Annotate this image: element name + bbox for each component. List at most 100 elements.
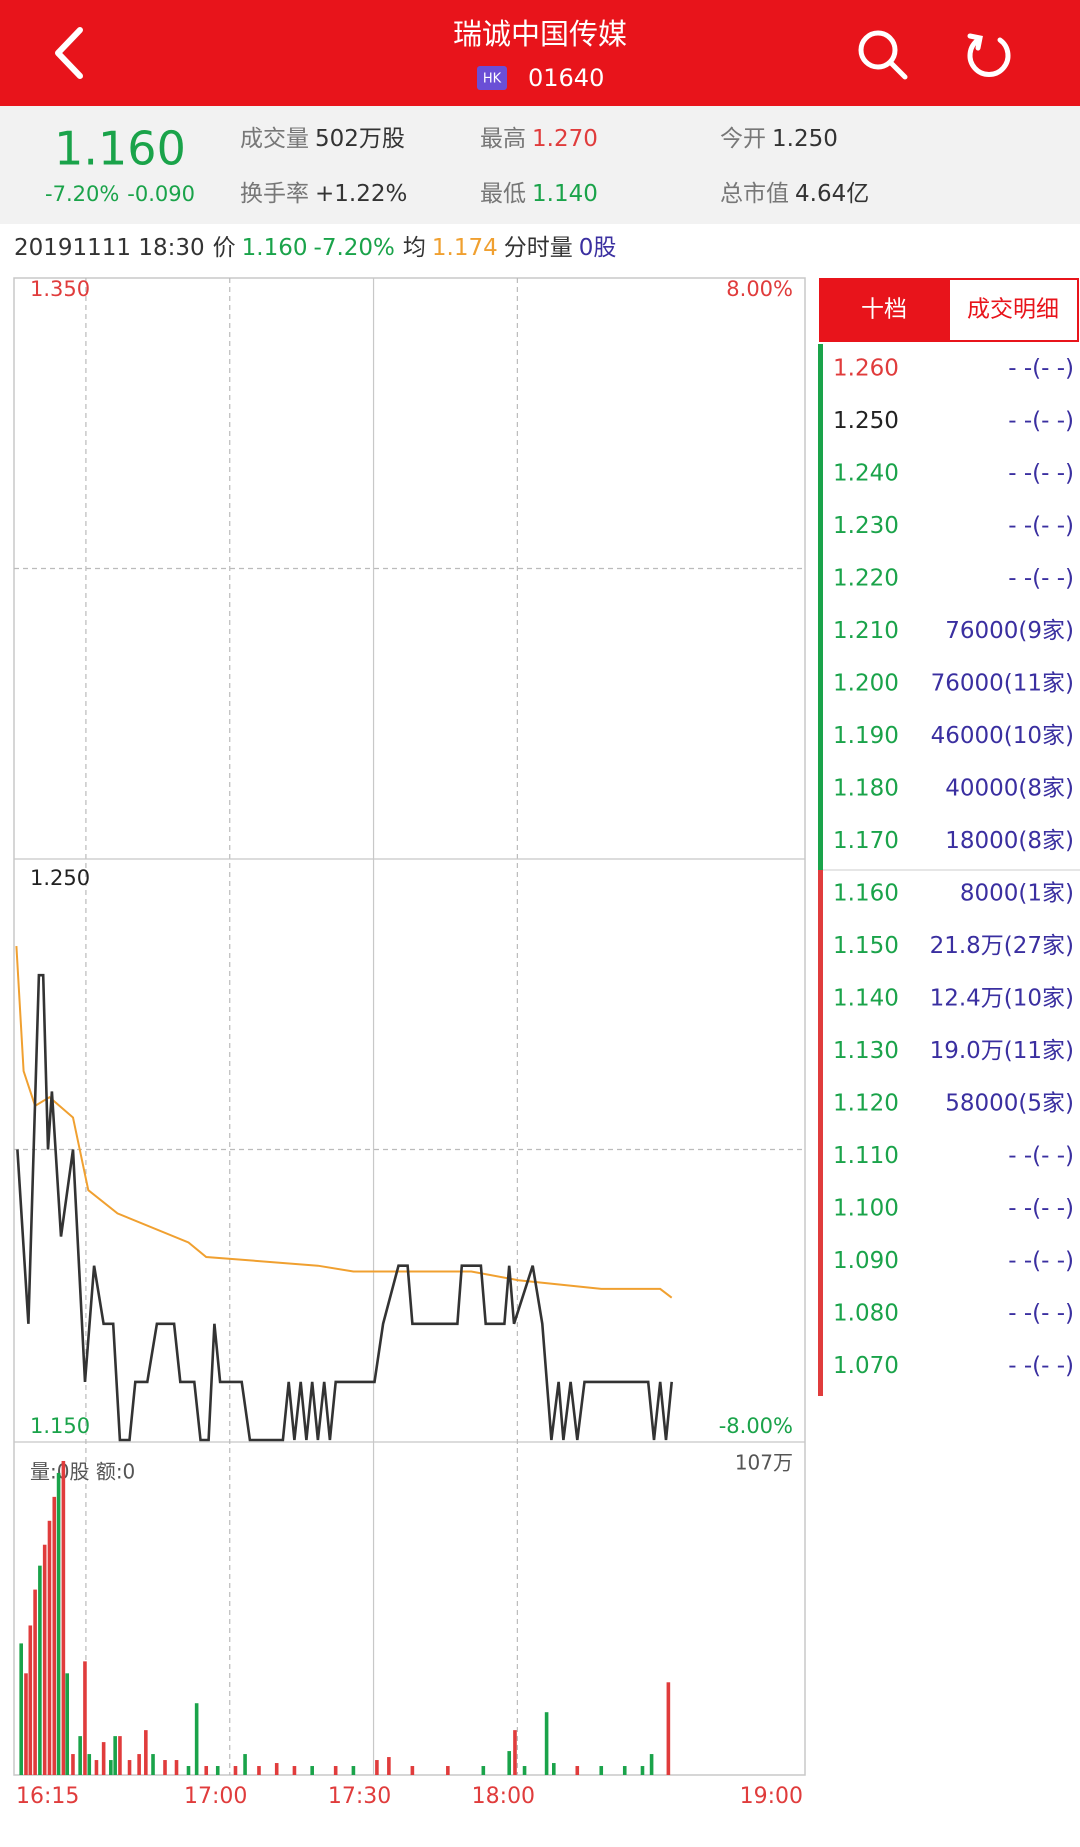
level-volume: - -(- -) bbox=[1008, 461, 1074, 487]
level-price: 1.160 bbox=[833, 881, 899, 907]
y-tick-label: 107万 bbox=[735, 1451, 793, 1475]
volume-bar bbox=[292, 1766, 297, 1775]
level-volume: 21.8万(27家) bbox=[930, 933, 1074, 959]
volume-bar bbox=[163, 1760, 167, 1775]
volume-bar bbox=[215, 1766, 220, 1775]
volume-bar bbox=[24, 1673, 28, 1775]
volume-bar bbox=[507, 1751, 512, 1775]
volume-bar bbox=[109, 1760, 113, 1775]
stat-value: 1.250 bbox=[772, 126, 838, 152]
stat: 总市值 4.64亿 bbox=[720, 181, 869, 207]
level-price: 1.250 bbox=[833, 408, 899, 434]
tab-active[interactable] bbox=[819, 278, 949, 342]
volume-bar bbox=[101, 1742, 106, 1775]
tab-label: 成交明细 bbox=[967, 297, 1059, 323]
level-price: 1.140 bbox=[833, 986, 899, 1012]
market: HK bbox=[483, 72, 502, 87]
change: -7.20% -0.090 bbox=[45, 182, 195, 206]
stat: 成交量 502万股 bbox=[240, 126, 405, 152]
volume-bar bbox=[375, 1760, 379, 1775]
level-price: 1.220 bbox=[833, 566, 899, 592]
level-volume: - -(- -) bbox=[1008, 408, 1074, 434]
volume-bar bbox=[42, 1544, 47, 1775]
stat: 换手率 +1.22% bbox=[240, 181, 407, 207]
info-avg: 1.174 bbox=[432, 235, 498, 261]
volume-bar bbox=[127, 1760, 132, 1775]
price-label: 价 bbox=[213, 235, 236, 261]
level-price: 1.170 bbox=[833, 828, 899, 854]
datetime: 20191111 18:30 bbox=[14, 235, 205, 261]
volume-bar bbox=[33, 1589, 37, 1775]
volume-bar bbox=[544, 1712, 549, 1775]
price-line bbox=[15, 946, 673, 1299]
volume-bar bbox=[137, 1754, 141, 1775]
volume-bar bbox=[186, 1766, 191, 1775]
level-volume: - -(- -) bbox=[1008, 513, 1074, 539]
refresh-button[interactable] bbox=[967, 33, 1011, 77]
stat: 最低 1.140 bbox=[480, 181, 598, 207]
level-volume: - -(- -) bbox=[1008, 1196, 1074, 1222]
level-volume: 18000(8家) bbox=[945, 828, 1074, 854]
level-volume: - -(- -) bbox=[1008, 1353, 1074, 1379]
x-tick-label: 16:15 bbox=[16, 1784, 79, 1809]
stat: 今开 1.250 bbox=[720, 126, 838, 152]
level-price: 1.080 bbox=[833, 1301, 899, 1327]
level-price: 1.150 bbox=[833, 933, 899, 959]
search-button[interactable] bbox=[858, 30, 908, 80]
stat-value: 1.140 bbox=[532, 181, 598, 207]
volume-bar bbox=[151, 1754, 155, 1775]
y-tick-label: 1.250 bbox=[30, 866, 90, 890]
level-price: 1.110 bbox=[833, 1143, 899, 1169]
x-tick-label: 18:00 bbox=[472, 1784, 535, 1809]
volume-bar bbox=[38, 1565, 42, 1775]
level-price: 1.070 bbox=[833, 1353, 899, 1379]
stat: 最高 1.270 bbox=[480, 126, 598, 152]
volume-bar bbox=[144, 1730, 148, 1775]
stock-code: 01640 bbox=[528, 64, 604, 92]
level-volume: 46000(10家) bbox=[931, 723, 1074, 749]
volume-bar bbox=[575, 1766, 580, 1775]
volume-bar bbox=[56, 1472, 61, 1775]
volume-bar bbox=[233, 1766, 238, 1775]
chart-frame bbox=[13, 277, 806, 1776]
volume-bar bbox=[94, 1760, 99, 1775]
volume-bar bbox=[351, 1766, 356, 1775]
level-price: 1.190 bbox=[833, 723, 899, 749]
avg-label: 均 bbox=[403, 235, 426, 261]
back-button[interactable] bbox=[55, 27, 83, 79]
level-volume: 19.0万(11家) bbox=[930, 1038, 1074, 1064]
stat-label: 换手率 bbox=[240, 181, 309, 207]
volume-bar bbox=[310, 1766, 314, 1775]
volume-bar bbox=[113, 1736, 117, 1775]
volume-bar bbox=[65, 1673, 70, 1775]
quote-panel bbox=[0, 106, 1080, 224]
stat-value: 1.270 bbox=[532, 126, 598, 152]
market-badge bbox=[477, 66, 507, 90]
info-line: 20191111 18:30 价 1.160 -7.20% 均 1.174 分时量 0股 bbox=[14, 235, 616, 261]
x-tick-label: 17:00 bbox=[184, 1784, 247, 1809]
tab-inactive[interactable] bbox=[948, 278, 1079, 342]
info-price: 1.160 bbox=[242, 235, 308, 261]
volume-bar bbox=[71, 1754, 75, 1775]
stat-label: 今开 bbox=[720, 126, 766, 152]
volume-bar bbox=[649, 1754, 654, 1775]
volume-bar bbox=[274, 1763, 279, 1775]
volume-label: 量:0股 额:0 bbox=[30, 1460, 135, 1484]
stat-value: 4.64亿 bbox=[795, 181, 869, 207]
stat-value: +1.22% bbox=[315, 181, 407, 207]
volume-bar bbox=[640, 1766, 645, 1775]
stat-label: 总市值 bbox=[720, 181, 789, 207]
level-volume: - -(- -) bbox=[1008, 566, 1074, 592]
level-price: 1.130 bbox=[833, 1038, 899, 1064]
volume-bar bbox=[52, 1496, 57, 1775]
chart: 16:15 17:00 17:30 18:00 19:00 1.350 1.250 1.150… bbox=[14, 277, 805, 1809]
y2-tick-label: 8.00% bbox=[726, 277, 793, 301]
tab-label: 十档 bbox=[861, 297, 907, 323]
level-price: 1.120 bbox=[833, 1091, 899, 1117]
volume-bar bbox=[333, 1766, 338, 1775]
volume-bar bbox=[28, 1625, 33, 1775]
last-price: 1.160 bbox=[54, 122, 186, 176]
vol-label: 分时量 bbox=[504, 235, 573, 261]
level-volume: 76000(11家) bbox=[931, 671, 1074, 697]
